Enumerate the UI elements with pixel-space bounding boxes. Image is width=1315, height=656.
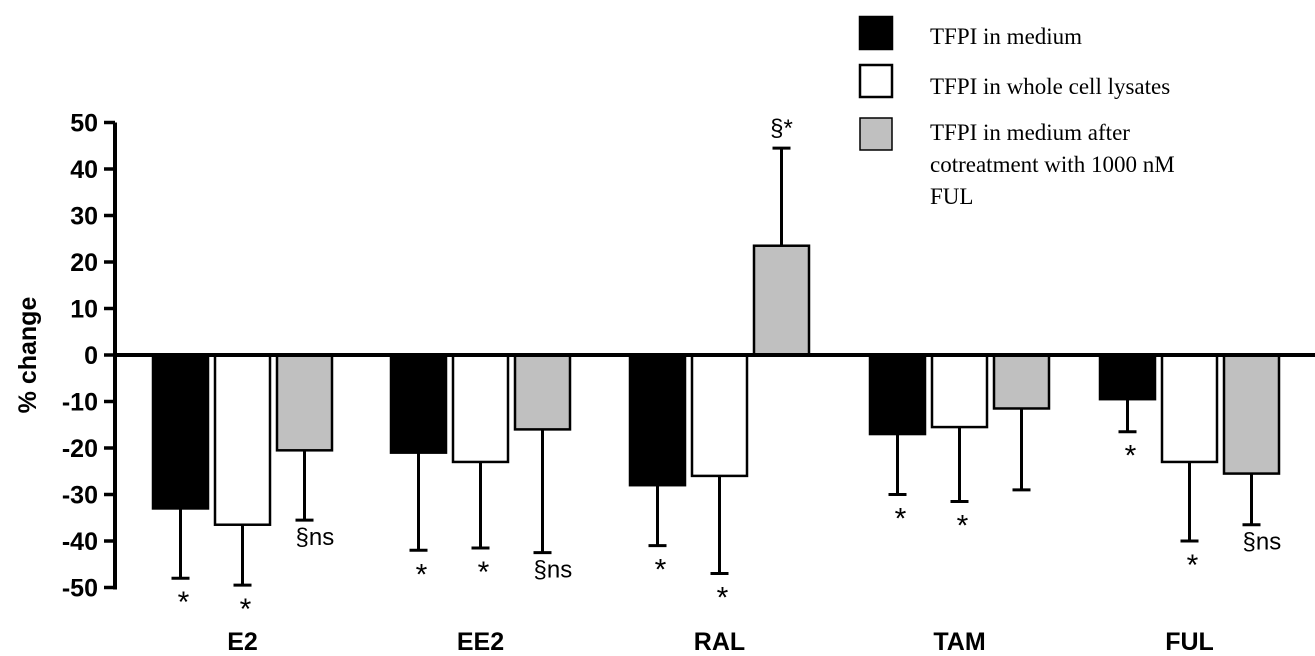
bar-s2-ral [754, 246, 809, 355]
significance-annotation: * [416, 558, 428, 591]
y-tick-label: -10 [62, 389, 98, 417]
y-tick-label: 10 [70, 296, 98, 324]
significance-annotation: * [1125, 440, 1137, 473]
significance-annotation: §* [770, 115, 793, 142]
significance-annotation: * [240, 593, 252, 626]
bar-s1-ful [1162, 355, 1217, 462]
significance-annotation: * [178, 586, 190, 619]
y-tick-label: 50 [70, 110, 98, 138]
y-tick-label: -20 [62, 435, 98, 463]
bar-s2-ee2 [515, 355, 570, 429]
y-tick-label: 0 [84, 342, 98, 370]
bar-s2-tam [994, 355, 1049, 408]
y-tick-label: -50 [62, 575, 98, 603]
category-label: FUL [1165, 628, 1214, 656]
bar-s2-e2 [277, 355, 332, 450]
significance-annotation: * [1187, 549, 1199, 582]
bar-s0-ee2 [391, 355, 446, 453]
significance-annotation: * [895, 503, 907, 536]
significance-annotation: * [478, 556, 490, 589]
bar-s0-ful [1100, 355, 1155, 399]
legend-label: TFPI in medium after [930, 120, 1130, 145]
axes-layer [104, 123, 1315, 590]
legend: TFPI in medium TFPI in whole cell lysates… [860, 17, 1175, 209]
legend-label: cotreatment with 1000 nM [930, 152, 1175, 177]
bar-s1-e2 [215, 355, 270, 525]
bar-s2-ful [1224, 355, 1279, 474]
legend-label: TFPI in medium [930, 24, 1082, 49]
bar-s1-ral [692, 355, 747, 476]
y-axis-label: % change [14, 297, 42, 414]
legend-swatch [860, 17, 892, 49]
category-label: RAL [694, 628, 745, 656]
y-tick-label: 40 [70, 156, 98, 184]
bar-s1-tam [932, 355, 987, 427]
significance-annotation: * [957, 509, 969, 542]
bar-s1-ee2 [453, 355, 508, 462]
y-tick-label: -30 [62, 482, 98, 510]
significance-annotation: §ns [1243, 529, 1282, 556]
significance-annotation: * [717, 582, 729, 615]
bars-layer [153, 148, 1279, 585]
significance-annotation: §ns [296, 524, 335, 551]
legend-swatch [860, 65, 892, 97]
legend-label: FUL [930, 184, 973, 209]
y-tick-label: -40 [62, 528, 98, 556]
significance-annotation: * [655, 554, 667, 587]
legend-label: TFPI in whole cell lysates [930, 74, 1170, 99]
bar-s0-ral [630, 355, 685, 485]
category-label: EE2 [457, 628, 504, 656]
y-tick-label: 20 [70, 249, 98, 277]
category-label: E2 [227, 628, 258, 656]
significance-annotation: §ns [534, 557, 573, 584]
legend-swatch [860, 118, 892, 150]
bar-s0-e2 [153, 355, 208, 508]
category-label: TAM [933, 628, 985, 656]
bar-s0-tam [870, 355, 925, 434]
y-tick-label: 30 [70, 203, 98, 231]
